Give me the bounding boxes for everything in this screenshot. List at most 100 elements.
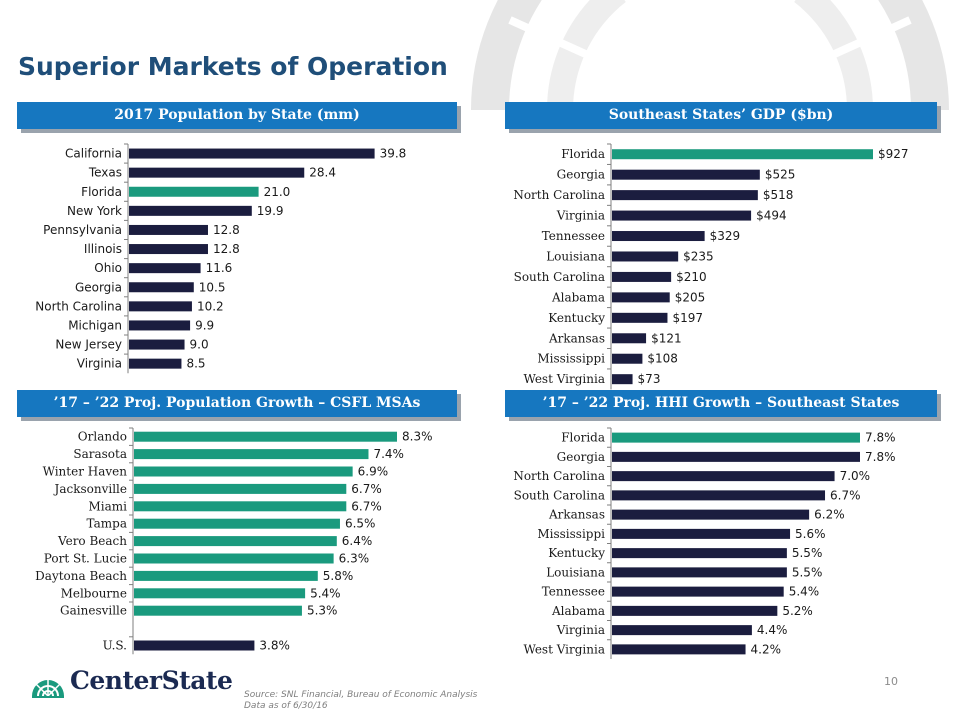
data-label: 7.0%	[840, 469, 871, 483]
page-number: 10	[884, 675, 898, 688]
category-label: Mississippi	[537, 352, 605, 366]
bar-msa	[134, 518, 340, 529]
bar-msa	[134, 588, 306, 599]
bar-hhi	[612, 528, 791, 539]
category-label: Arkansas	[548, 331, 605, 345]
bar-msa	[134, 431, 397, 442]
data-label: 39.8	[380, 147, 407, 161]
category-label: U.S.	[103, 639, 127, 653]
data-label: 6.9%	[358, 465, 389, 479]
category-label: Melbourne	[61, 586, 127, 600]
data-label: $121	[651, 331, 682, 345]
data-label: 5.5%	[792, 546, 823, 560]
category-label: Georgia	[557, 168, 605, 182]
data-label: $927	[878, 147, 909, 161]
msa-growth-chart-header: ’17 – ’22 Proj. Population Growth – CSFL…	[17, 390, 457, 417]
data-label: $518	[763, 188, 794, 202]
bar-gdp	[612, 374, 633, 385]
data-label: 21.0	[264, 185, 291, 199]
category-label: Miami	[89, 499, 128, 513]
data-label: $494	[756, 209, 787, 223]
data-label: 7.8%	[865, 431, 896, 445]
category-label: Florida	[81, 185, 122, 199]
category-label: Ohio	[94, 261, 122, 275]
data-label: 12.8	[213, 223, 240, 237]
bar-gdp	[612, 251, 679, 262]
bar-gdp	[612, 190, 758, 201]
bar-hhi	[612, 548, 787, 559]
bar-hhi	[612, 567, 787, 578]
source-text: Source: SNL Financial, Bureau of Economi…	[244, 690, 478, 700]
bar-pop	[129, 339, 185, 350]
bar-pop	[129, 358, 182, 369]
bar-hhi	[612, 625, 752, 636]
category-label: Florida	[561, 431, 605, 445]
bar-hhi	[612, 586, 784, 597]
population-chart-header: 2017 Population by State (mm)	[17, 102, 457, 129]
bar-msa	[134, 483, 347, 494]
bar-pop	[129, 244, 208, 255]
hhi-growth-bar-chart: Florida 7.8% Georgia 7.8% North Carolina 7.0%…	[513, 427, 896, 659]
data-label: 8.3%	[402, 430, 433, 444]
source-footnote: Source: SNL Financial, Bureau of Economi…	[244, 690, 477, 712]
category-label: Gainesville	[60, 604, 127, 618]
bar-pop	[129, 263, 201, 274]
category-label: Kentucky	[548, 311, 605, 325]
bar-pop	[129, 186, 259, 197]
data-label: 9.0	[190, 338, 209, 352]
category-label: Louisiana	[546, 249, 605, 263]
data-label: 12.8	[213, 242, 240, 256]
data-label: 5.6%	[795, 527, 826, 541]
category-label: New Jersey	[55, 338, 122, 352]
data-label: 6.5%	[345, 517, 376, 531]
bar-msa	[134, 553, 334, 564]
bar-msa	[134, 449, 369, 460]
data-label: $73	[638, 372, 661, 386]
category-label: Alabama	[551, 604, 605, 618]
data-label: 7.4%	[373, 447, 404, 461]
bar-gdp	[612, 353, 643, 364]
bar-pop	[129, 148, 375, 159]
category-label: Tennessee	[542, 229, 605, 243]
data-label: 6.7%	[351, 482, 382, 496]
data-label: 6.7%	[830, 488, 861, 502]
page-title: Superior Markets of Operation	[18, 52, 448, 81]
bar-msa	[134, 466, 353, 477]
bar-pop	[129, 320, 191, 331]
bar-hhi	[612, 644, 746, 655]
bar-hhi	[612, 509, 810, 520]
data-label: 9.9	[195, 318, 214, 332]
data-label: 5.8%	[323, 569, 354, 583]
data-label: 3.8%	[259, 639, 290, 653]
category-label: Tampa	[87, 517, 127, 531]
category-label: Winter Haven	[43, 465, 128, 479]
category-label: Florida	[561, 147, 605, 161]
hhi-growth-chart-header: ’17 – ’22 Proj. HHI Growth – Southeast S…	[505, 390, 937, 417]
bar-gdp	[612, 333, 647, 344]
centerstate-logo: CenterState	[30, 662, 233, 702]
category-label: Alabama	[551, 290, 605, 304]
category-label: Virginia	[77, 357, 122, 371]
bar-pop	[129, 224, 208, 235]
category-label: Sarasota	[73, 447, 127, 461]
bar-gdp	[612, 169, 760, 180]
category-label: Orlando	[78, 430, 127, 444]
bar-msa	[134, 605, 302, 616]
category-label: South Carolina	[514, 488, 605, 502]
category-label: Vero Beach	[57, 534, 127, 548]
data-label: 7.8%	[865, 450, 896, 464]
bar-msa	[134, 640, 255, 651]
bar-hhi	[612, 451, 860, 462]
category-label: Port St. Lucie	[44, 552, 127, 566]
bar-pop	[129, 167, 305, 178]
data-label: $205	[675, 290, 706, 304]
data-label: 6.3%	[339, 552, 370, 566]
category-label: New York	[67, 204, 122, 218]
data-label: 4.2%	[751, 642, 782, 656]
data-label: $108	[647, 352, 678, 366]
data-label: 6.4%	[342, 534, 373, 548]
category-label: Mississippi	[537, 527, 605, 541]
bar-hhi	[612, 432, 860, 443]
bar-gdp	[612, 312, 668, 323]
category-label: Georgia	[557, 450, 605, 464]
